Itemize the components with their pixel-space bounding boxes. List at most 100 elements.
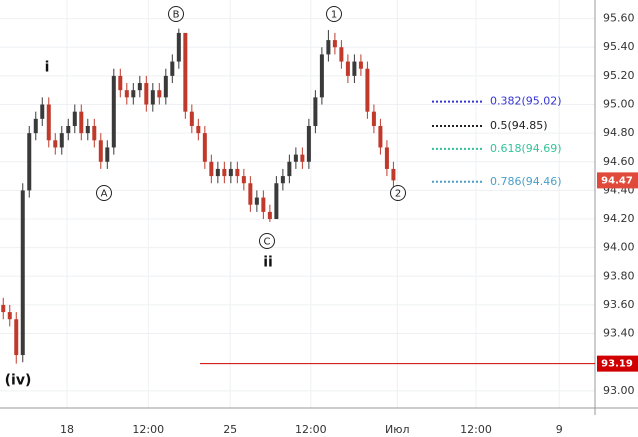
candle-body — [189, 111, 194, 126]
candle-body — [14, 319, 19, 356]
wave-label: (iv) — [5, 373, 32, 389]
candle-body — [27, 133, 32, 191]
y-tick-label: 93.00 — [603, 384, 635, 397]
level-label: 93.19 — [601, 359, 633, 370]
y-tick-label: 94.00 — [603, 241, 635, 254]
y-tick-label: 93.60 — [603, 298, 635, 311]
y-tick-label: 94.60 — [603, 155, 635, 168]
x-tick-label: 12:00 — [460, 423, 492, 436]
candle-body — [40, 104, 45, 119]
candle-body — [150, 90, 155, 105]
candle-body — [163, 75, 168, 98]
x-tick-label: 12:00 — [132, 423, 164, 436]
wave-circle — [168, 6, 184, 22]
candle-body — [384, 147, 389, 169]
candle-body — [352, 61, 357, 76]
candle-body — [248, 183, 253, 205]
candle-body — [98, 140, 103, 162]
candle-body — [287, 161, 292, 177]
candle-body — [7, 312, 12, 320]
price-box — [597, 172, 638, 189]
y-tick-label: 94.20 — [603, 212, 635, 225]
x-tick-label: 9 — [556, 423, 563, 436]
candle-body — [46, 104, 51, 141]
price-box — [597, 355, 638, 372]
candle-body — [235, 168, 240, 177]
candle-body — [131, 90, 136, 98]
candle-body — [215, 168, 220, 177]
y-tick-label: 95.60 — [603, 12, 635, 25]
candle-body — [345, 61, 350, 76]
candle-body — [313, 97, 318, 126]
x-tick-label: 12:00 — [295, 423, 327, 436]
candle-body — [92, 125, 97, 141]
candle-body — [274, 183, 279, 220]
candle-body — [1, 304, 6, 313]
wave-circle — [390, 185, 406, 201]
candle-body — [33, 118, 38, 134]
candle-body — [209, 161, 214, 177]
candle-body — [53, 140, 58, 148]
candle-body — [118, 75, 123, 91]
fib-label: 0.786(94.46) — [490, 175, 562, 188]
candle-body — [267, 211, 272, 220]
candle-body — [280, 176, 285, 184]
fib-label: 0.618(94.69) — [490, 142, 562, 155]
candle-body — [85, 125, 90, 134]
candle-body — [339, 47, 344, 62]
candle-body — [105, 147, 110, 162]
candle-body — [202, 133, 207, 162]
candle-body — [144, 83, 149, 105]
candle-body — [306, 125, 311, 162]
candle-body — [72, 111, 77, 126]
wave-circle — [326, 6, 342, 22]
x-tick-label: Июл — [385, 423, 410, 436]
y-tick-label: 95.40 — [603, 40, 635, 53]
candle-body — [196, 125, 201, 134]
candle-body — [124, 90, 129, 98]
wave-label: 1 — [331, 10, 337, 21]
wave-circle — [259, 233, 275, 249]
candle-body — [111, 75, 116, 148]
y-tick-label: 93.40 — [603, 327, 635, 340]
candle-body — [20, 190, 25, 356]
candle-body — [59, 133, 64, 148]
candle-body — [66, 125, 71, 134]
fib-label: 0.5(94.85) — [490, 119, 548, 132]
candle-body — [332, 40, 337, 48]
candle-body — [254, 197, 259, 205]
candle-body — [365, 68, 370, 112]
candle-body — [378, 125, 383, 148]
candle-body — [176, 32, 181, 62]
wave-label: A — [101, 189, 108, 200]
x-tick-label: 25 — [223, 423, 237, 436]
candle-body — [79, 111, 84, 134]
x-tick-label: 18 — [60, 423, 74, 436]
candle-body — [183, 32, 188, 112]
fib-label: 0.382(95.02) — [490, 95, 562, 108]
candle-body — [371, 111, 376, 126]
candle-body — [300, 154, 305, 162]
wave-label: C — [264, 237, 271, 248]
y-tick-label: 95.00 — [603, 98, 635, 111]
candle-body — [157, 90, 162, 98]
y-tick-label: 93.80 — [603, 269, 635, 282]
candle-body — [228, 168, 233, 177]
candle-body — [358, 61, 363, 69]
last-price-label: 94.47 — [601, 175, 633, 186]
candle-body — [137, 83, 142, 91]
wave-circle — [96, 185, 112, 201]
candle-body — [326, 40, 331, 55]
wave-label: 2 — [395, 189, 401, 200]
candle-body — [261, 197, 266, 212]
candle-body — [293, 154, 298, 162]
y-tick-label: 94.80 — [603, 126, 635, 139]
wave-label: B — [173, 10, 180, 21]
candle-body — [391, 168, 396, 181]
wave-label: ii — [263, 255, 273, 271]
y-tick-label: 95.20 — [603, 69, 635, 82]
candle-body — [241, 176, 246, 184]
wave-label: i — [45, 60, 50, 76]
candle-body — [319, 54, 324, 98]
